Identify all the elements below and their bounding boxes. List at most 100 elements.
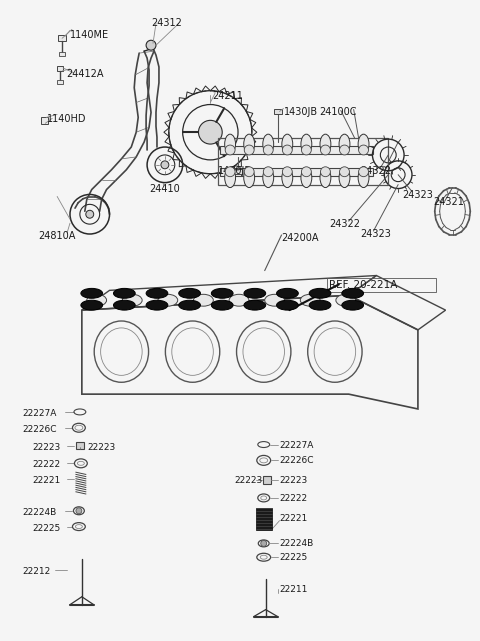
Text: 24312: 24312 — [151, 17, 182, 28]
Text: 22211: 22211 — [279, 585, 308, 594]
Ellipse shape — [113, 300, 135, 310]
Ellipse shape — [339, 134, 350, 154]
Circle shape — [282, 167, 292, 177]
Ellipse shape — [225, 134, 236, 154]
Ellipse shape — [301, 134, 312, 154]
Ellipse shape — [229, 294, 249, 306]
Text: 1430JB: 1430JB — [218, 166, 252, 176]
Text: 22224B: 22224B — [23, 508, 57, 517]
Ellipse shape — [300, 294, 320, 306]
Text: 24211: 24211 — [212, 90, 243, 101]
Text: 22223: 22223 — [234, 476, 262, 485]
Ellipse shape — [358, 134, 369, 154]
Text: 22227A: 22227A — [279, 440, 314, 449]
Text: 24322: 24322 — [329, 219, 360, 229]
Circle shape — [261, 540, 267, 546]
Circle shape — [76, 508, 82, 513]
Text: 22223: 22223 — [88, 442, 116, 451]
Text: 22221: 22221 — [33, 476, 60, 485]
Circle shape — [264, 167, 273, 177]
Bar — [41, 117, 48, 124]
Ellipse shape — [263, 134, 274, 154]
Circle shape — [244, 167, 254, 177]
Ellipse shape — [276, 288, 298, 298]
Circle shape — [146, 40, 156, 50]
Ellipse shape — [358, 168, 369, 188]
Ellipse shape — [244, 134, 254, 154]
Circle shape — [86, 210, 94, 218]
Text: 22223: 22223 — [279, 476, 308, 485]
Circle shape — [359, 167, 369, 177]
Ellipse shape — [309, 300, 331, 310]
Ellipse shape — [158, 294, 178, 306]
Ellipse shape — [320, 168, 331, 188]
Text: 22222: 22222 — [279, 494, 308, 503]
Text: 22227A: 22227A — [23, 409, 57, 418]
Text: 24323: 24323 — [402, 190, 433, 199]
Circle shape — [301, 167, 312, 177]
Bar — [220, 168, 373, 176]
Circle shape — [321, 167, 330, 177]
Circle shape — [321, 145, 330, 155]
Ellipse shape — [282, 168, 293, 188]
Ellipse shape — [342, 288, 363, 298]
Ellipse shape — [193, 294, 213, 306]
Bar — [59, 52, 65, 56]
Ellipse shape — [309, 288, 331, 298]
Ellipse shape — [179, 300, 201, 310]
Ellipse shape — [244, 288, 266, 298]
Bar — [220, 146, 373, 154]
Bar — [327, 278, 436, 292]
Ellipse shape — [211, 300, 233, 310]
Circle shape — [264, 145, 273, 155]
Ellipse shape — [113, 288, 135, 298]
Circle shape — [282, 145, 292, 155]
Bar — [76, 442, 84, 449]
Circle shape — [225, 167, 235, 177]
Text: 1140HD: 1140HD — [47, 114, 87, 124]
Ellipse shape — [320, 134, 331, 154]
Ellipse shape — [81, 288, 103, 298]
Ellipse shape — [342, 300, 363, 310]
Circle shape — [301, 145, 312, 155]
Text: REF. 20-221A: REF. 20-221A — [329, 281, 397, 290]
Circle shape — [225, 145, 235, 155]
Text: 22225: 22225 — [279, 553, 308, 562]
Ellipse shape — [81, 300, 103, 310]
Text: 24200A: 24200A — [281, 233, 319, 243]
Bar — [57, 66, 63, 71]
Text: 1430JB: 1430JB — [284, 106, 318, 117]
Bar — [274, 110, 281, 114]
Text: 24810A: 24810A — [38, 231, 76, 241]
Text: 24410: 24410 — [149, 183, 180, 194]
Text: 22224B: 22224B — [279, 540, 314, 549]
Text: 24100C: 24100C — [319, 106, 357, 117]
Ellipse shape — [122, 294, 142, 306]
Ellipse shape — [263, 168, 274, 188]
Ellipse shape — [339, 168, 350, 188]
Text: 22223: 22223 — [33, 442, 60, 451]
Ellipse shape — [244, 300, 266, 310]
Text: 22212: 22212 — [23, 567, 51, 576]
Circle shape — [339, 167, 349, 177]
Bar — [218, 138, 388, 185]
Circle shape — [244, 145, 254, 155]
Ellipse shape — [225, 168, 236, 188]
Bar — [57, 80, 63, 84]
Text: 22225: 22225 — [33, 524, 60, 533]
Circle shape — [339, 145, 349, 155]
Circle shape — [161, 161, 169, 169]
Text: 24321: 24321 — [434, 197, 465, 208]
Text: 22222: 22222 — [33, 460, 60, 469]
Text: 22226C: 22226C — [23, 425, 57, 434]
Text: 1140ME: 1140ME — [70, 30, 109, 40]
Circle shape — [359, 145, 369, 155]
Bar — [58, 35, 66, 41]
Ellipse shape — [146, 300, 168, 310]
Bar — [256, 508, 272, 529]
Ellipse shape — [282, 134, 293, 154]
Text: 22226C: 22226C — [279, 456, 314, 465]
Ellipse shape — [87, 294, 107, 306]
Text: 24322: 24322 — [360, 166, 392, 176]
Bar — [263, 476, 271, 484]
